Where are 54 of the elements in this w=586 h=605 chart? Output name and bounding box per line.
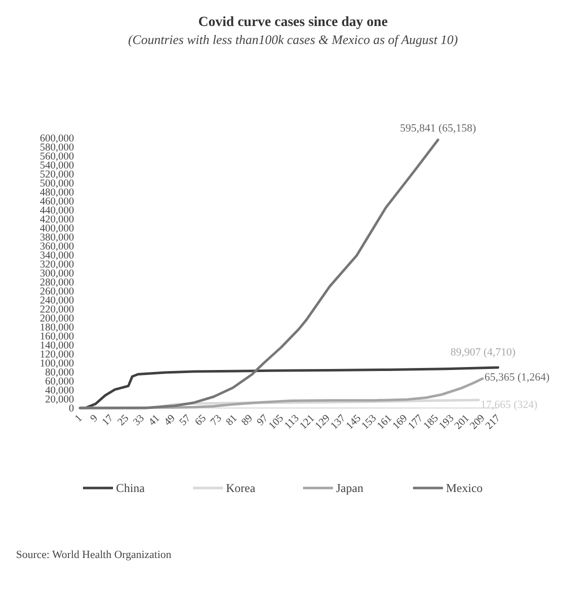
y-tick-label: 240,000 — [40, 296, 74, 307]
x-tick-label: 1 — [73, 412, 85, 424]
x-tick-label: 17 — [100, 412, 116, 428]
y-tick-label: 20,000 — [45, 394, 74, 406]
y-tick-label: 120,000 — [40, 350, 74, 361]
y-tick-label: 220,000 — [40, 304, 74, 316]
y-tick-label: 260,000 — [40, 286, 74, 298]
line-series — [78, 138, 440, 410]
x-tick-label: 25 — [116, 412, 132, 428]
y-tick-label: 340,000 — [40, 250, 74, 262]
y-tick-label: 420,000 — [40, 214, 74, 226]
y-tick-label: 180,000 — [40, 322, 74, 334]
chart-title: Covid curve cases since day one — [198, 15, 388, 30]
source-note: Source: World Health Organization — [16, 549, 172, 561]
y-tick-label: 500,000 — [40, 178, 74, 190]
y-tick-label: 40,000 — [45, 386, 74, 397]
y-tick-label: 60,000 — [45, 376, 74, 388]
y-tick-label: 440,000 — [40, 206, 74, 217]
x-tick-label: 81 — [224, 412, 240, 428]
x-tick-label: 49 — [162, 412, 178, 428]
x-tick-label: 57 — [178, 412, 194, 428]
x-tick-label: 9 — [88, 412, 100, 424]
annotation: 89,907 (4,710) — [450, 346, 516, 358]
y-tick-label: 280,000 — [40, 278, 74, 289]
annotation: 65,365 (1,264) — [484, 371, 550, 384]
legend-label: China — [116, 481, 146, 496]
y-tick-label: 140,000 — [40, 340, 74, 352]
x-tick-label: 33 — [131, 412, 147, 428]
legend-label: Mexico — [446, 481, 483, 496]
y-tick-label: 400,000 — [40, 224, 74, 235]
y-tick-label: 580,000 — [40, 142, 74, 154]
y-tick-label: 460,000 — [40, 196, 74, 208]
x-tick-label: 89 — [240, 412, 256, 428]
y-tick-label: 480,000 — [40, 188, 74, 199]
legend-label: Japan — [336, 481, 364, 496]
y-tick-label: 600,000 — [40, 134, 74, 145]
y-tick-label: 80,000 — [45, 368, 74, 379]
y-tick-label: 300,000 — [40, 268, 74, 280]
y-tick-label: 320,000 — [40, 260, 74, 271]
y-tick-label: 100,000 — [40, 358, 74, 370]
y-tick-label: 520,000 — [40, 170, 74, 181]
chart-subtitle: (Countries with less than100k cases & Mexico as of August 10) — [128, 32, 458, 47]
legend-label: Korea — [226, 481, 256, 496]
y-tick-label: 540,000 — [40, 160, 74, 172]
x-tick-label: 41 — [146, 412, 162, 428]
y-tick-label: 200,000 — [40, 314, 74, 325]
y-tick-label: 560,000 — [40, 152, 74, 163]
y-tick-label: 0 — [68, 404, 74, 415]
y-tick-label: 160,000 — [40, 332, 74, 343]
y-tick-label: 360,000 — [40, 242, 74, 253]
annotation: 595,841 (65,158) — [400, 122, 476, 135]
x-tick-label: 73 — [208, 412, 224, 428]
x-tick-label: 65 — [193, 412, 209, 428]
y-tick-label: 380,000 — [40, 232, 74, 244]
